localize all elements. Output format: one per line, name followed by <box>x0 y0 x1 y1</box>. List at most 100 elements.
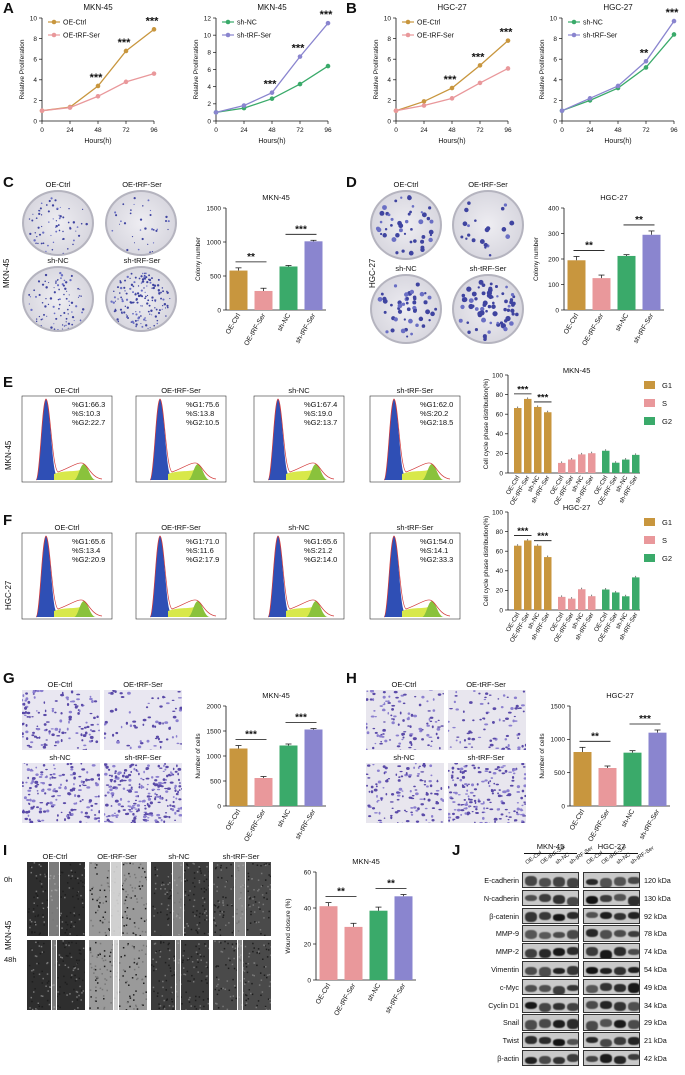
colony <box>152 228 155 231</box>
texture <box>145 903 147 905</box>
texture <box>194 999 197 1002</box>
bar <box>524 398 532 473</box>
cell <box>409 725 412 728</box>
texture <box>174 957 176 960</box>
texture <box>41 908 44 910</box>
colony <box>145 295 147 298</box>
data-point <box>671 18 677 24</box>
colony <box>71 323 74 326</box>
texture <box>106 989 108 992</box>
texture <box>68 887 71 889</box>
g1-peak <box>268 399 288 480</box>
texture <box>155 950 158 953</box>
cell <box>471 737 476 741</box>
colony <box>50 234 52 237</box>
texture <box>140 917 143 920</box>
texture <box>186 970 189 973</box>
texture <box>37 914 40 916</box>
colony <box>464 207 469 213</box>
g1-peak <box>150 536 170 617</box>
colony <box>126 306 129 309</box>
cell <box>463 807 467 810</box>
blot-band <box>567 877 578 888</box>
x-tick-label: sh-NC <box>367 982 383 1002</box>
texture <box>248 989 251 991</box>
colony <box>57 279 59 281</box>
dish-caption: OE-Ctrl <box>393 180 419 189</box>
cell <box>403 731 407 733</box>
cell <box>517 732 521 736</box>
texture <box>144 975 147 978</box>
cell <box>508 816 512 818</box>
texture <box>182 959 184 962</box>
texture <box>203 932 206 935</box>
texture <box>218 978 220 981</box>
blot-band <box>539 931 551 939</box>
cell <box>504 769 508 773</box>
cell <box>502 694 506 697</box>
cell <box>475 808 478 811</box>
cell <box>45 768 48 771</box>
texture <box>268 949 270 951</box>
texture <box>141 930 144 933</box>
y-tick-label: 4 <box>553 77 557 84</box>
colony <box>147 243 149 245</box>
cell <box>26 768 31 772</box>
texture <box>185 991 187 994</box>
texture <box>101 988 104 991</box>
cell <box>56 814 59 817</box>
texture <box>229 959 231 962</box>
colony <box>509 220 515 226</box>
blot-band <box>586 966 598 974</box>
legend-swatch <box>644 518 655 526</box>
colony <box>419 291 425 297</box>
texture <box>188 958 190 961</box>
texture <box>122 932 124 934</box>
texture <box>258 984 261 986</box>
colony <box>47 303 50 306</box>
texture <box>231 999 233 1002</box>
texture <box>234 986 237 989</box>
cell <box>24 699 28 702</box>
cell <box>104 820 107 823</box>
colony <box>390 224 393 227</box>
texture <box>33 896 35 899</box>
y-tick-label: 6 <box>553 57 557 64</box>
texture <box>69 933 71 935</box>
colony <box>130 301 133 304</box>
cell <box>507 747 510 750</box>
texture <box>141 1003 143 1006</box>
flow-histogram: OE-Ctrl%G1:65.6%S:13.4%G2:20.9 <box>21 523 113 620</box>
texture <box>109 961 112 963</box>
cell <box>166 816 169 818</box>
texture <box>196 958 199 961</box>
cell <box>431 807 436 809</box>
colony <box>67 322 71 325</box>
cell <box>397 822 399 823</box>
blot-band <box>600 1038 612 1048</box>
texture <box>77 877 79 880</box>
texture <box>258 888 260 891</box>
cell <box>69 700 73 703</box>
cell <box>429 764 433 768</box>
cell <box>512 772 516 775</box>
texture <box>78 952 81 955</box>
cell <box>401 738 404 741</box>
texture <box>195 966 198 968</box>
colony <box>50 326 53 329</box>
cell <box>523 784 526 788</box>
cell <box>133 802 137 805</box>
cell <box>161 782 164 785</box>
colony <box>379 232 383 236</box>
texture <box>81 992 83 994</box>
transwell-image <box>22 763 100 823</box>
cell <box>407 712 411 715</box>
texture <box>103 1006 106 1009</box>
cell <box>173 786 177 790</box>
colony <box>62 237 65 241</box>
texture <box>213 917 215 919</box>
texture <box>84 958 85 961</box>
cell <box>390 792 395 796</box>
legend-label: OE-tRF-Ser <box>417 33 455 40</box>
cell <box>467 743 472 745</box>
